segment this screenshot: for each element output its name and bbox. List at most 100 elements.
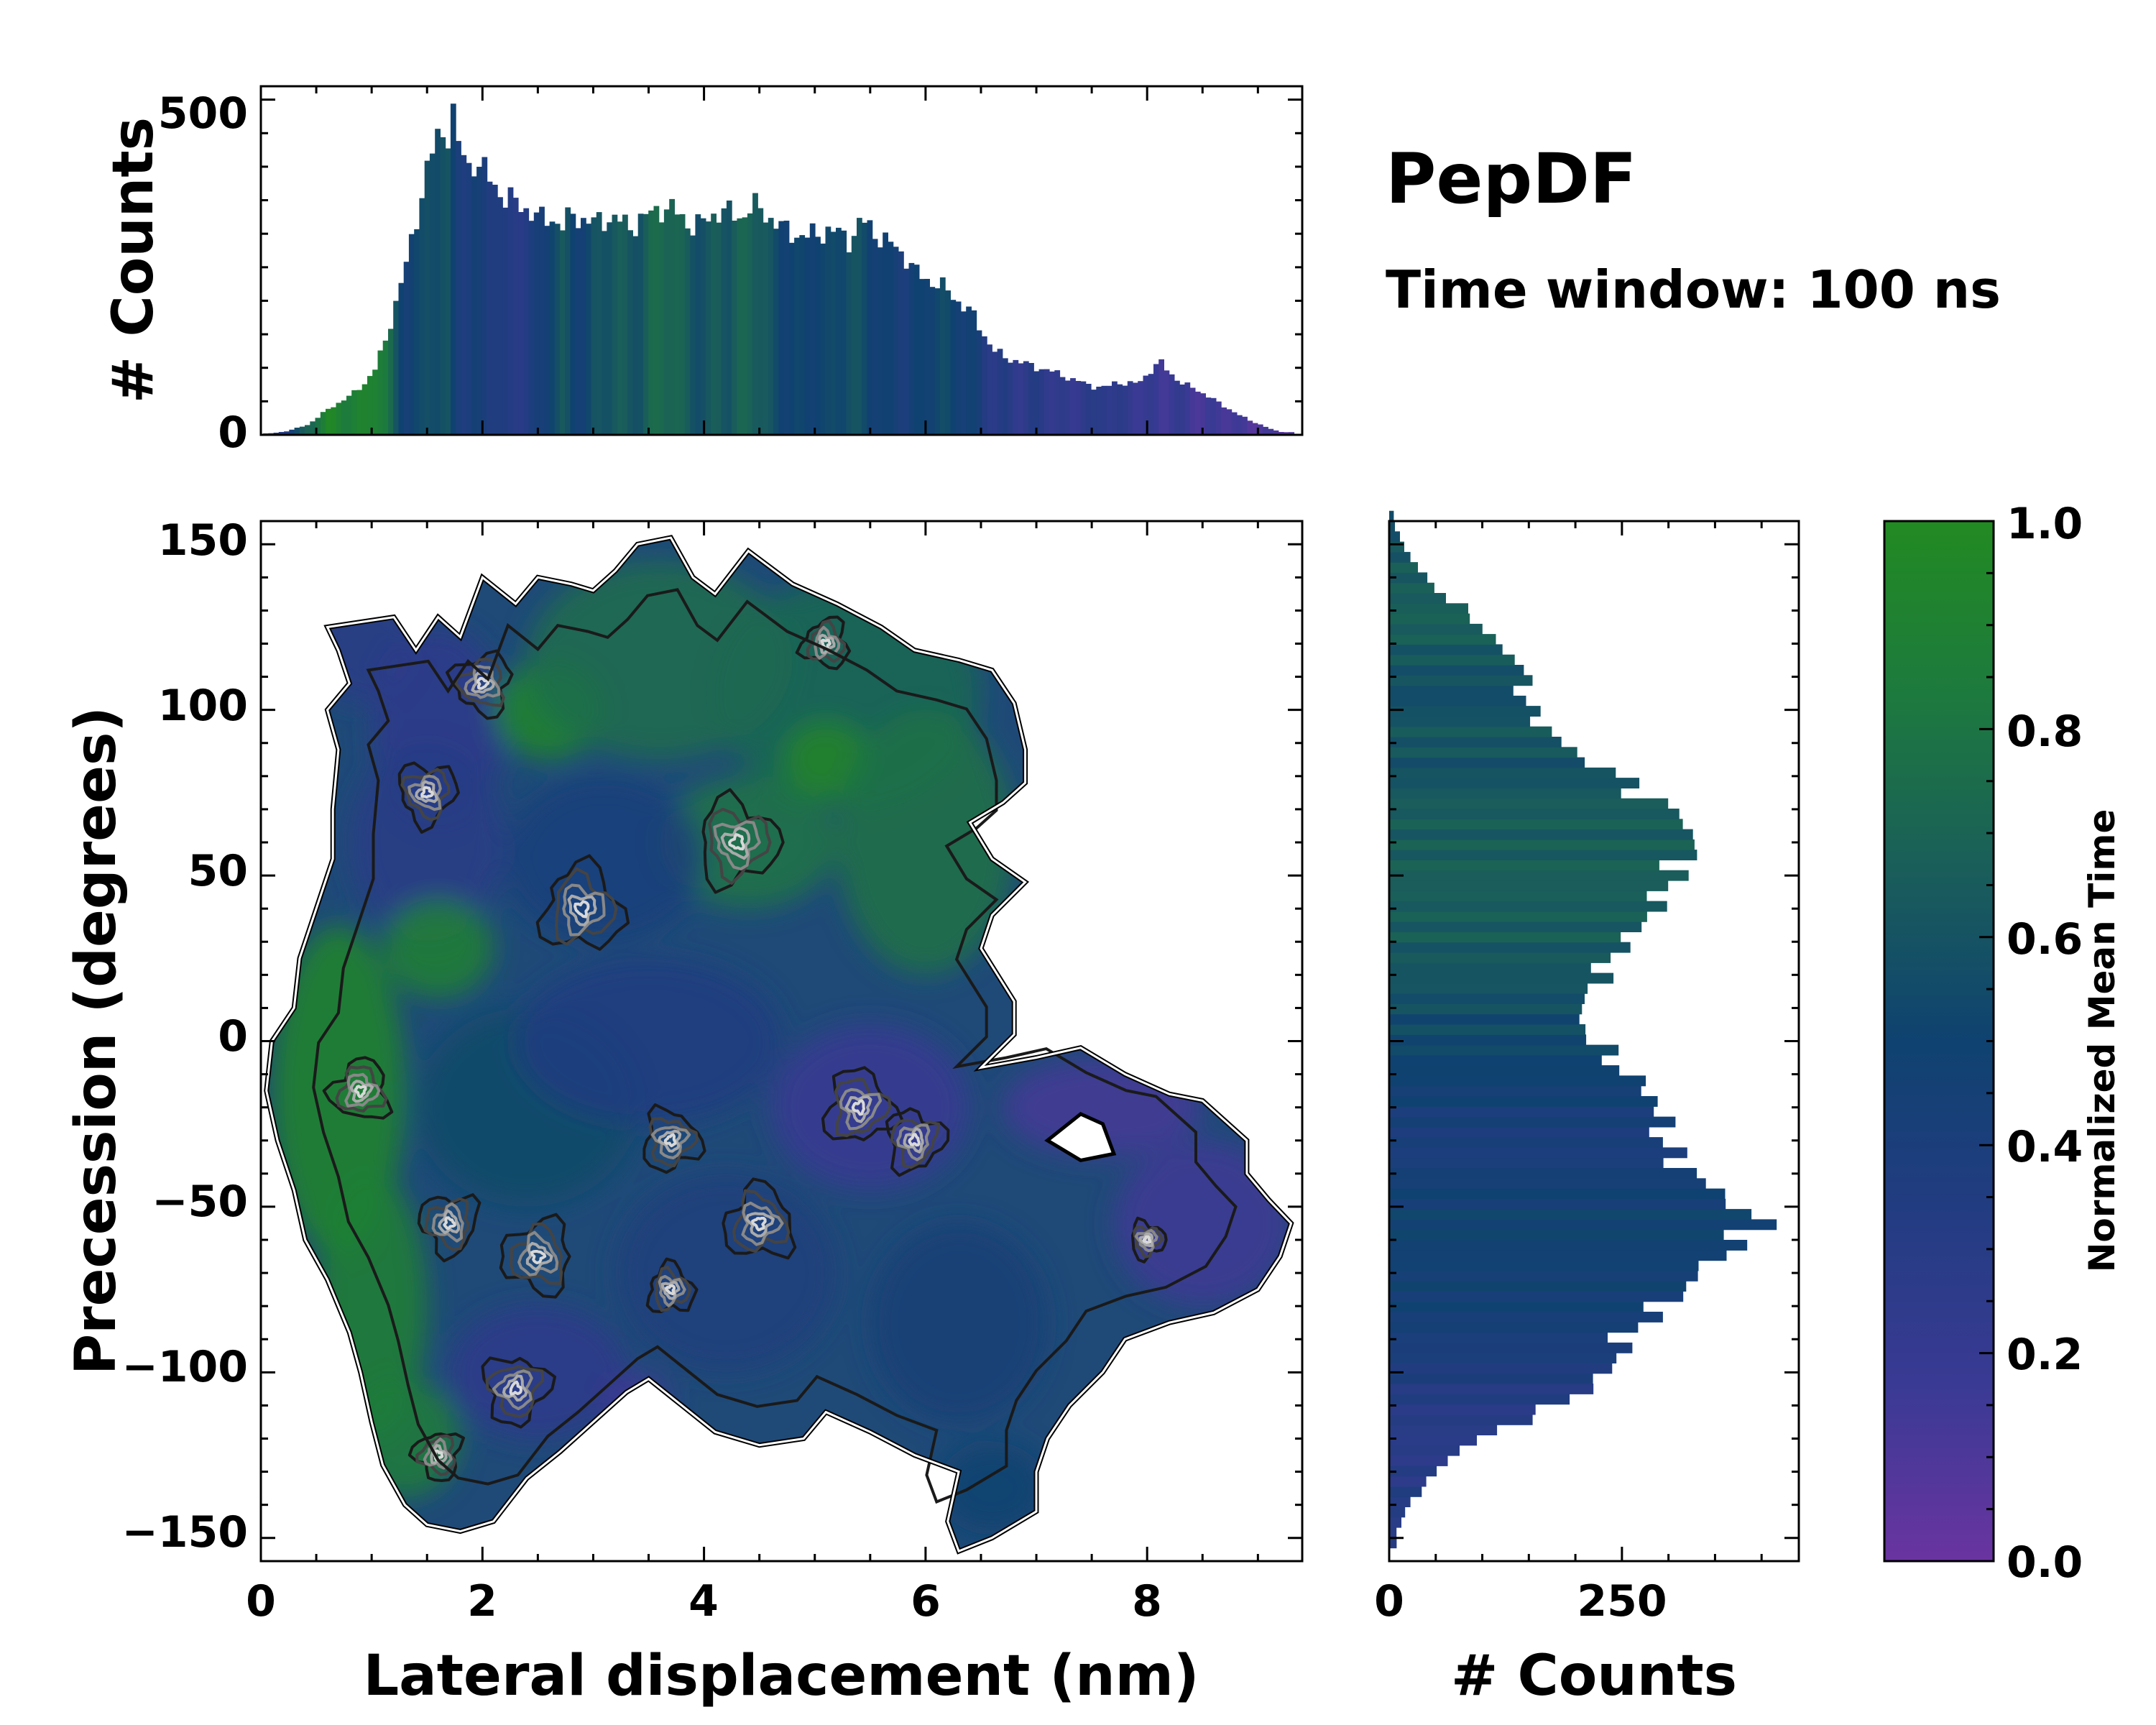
top-ytick-label-500: 500 bbox=[158, 88, 248, 139]
top-histogram-bar-180 bbox=[1200, 393, 1206, 435]
top-histogram-bar-157 bbox=[1080, 381, 1087, 435]
top-histogram-bar-168 bbox=[1138, 381, 1143, 435]
density-contour-0-3 bbox=[567, 894, 597, 926]
density-hole bbox=[1044, 1111, 1117, 1163]
right-histogram-bar-90 bbox=[1389, 613, 1470, 625]
right-histogram-bar-37 bbox=[1389, 1157, 1664, 1169]
top-histogram-bar-12 bbox=[326, 408, 331, 435]
top-histogram-bar-134 bbox=[960, 311, 967, 435]
right-histogram-xlabel: # Counts bbox=[1451, 1644, 1737, 1708]
density-contour-1-2 bbox=[713, 820, 761, 870]
xaxis-title: Lateral displacement (nm) bbox=[363, 1644, 1199, 1708]
top-histogram-bar-9 bbox=[310, 421, 316, 435]
right-histogram-bar-5 bbox=[1389, 1486, 1422, 1497]
density-contour-6-3 bbox=[903, 1127, 924, 1154]
top-histogram-bar-109 bbox=[830, 231, 837, 435]
top-histogram-bar-153 bbox=[1059, 377, 1066, 435]
right-histogram-bar-92 bbox=[1389, 593, 1446, 604]
top-histogram-bar-54 bbox=[544, 226, 550, 435]
top-histogram-bar-103 bbox=[799, 235, 806, 435]
right-histogram-bar-58 bbox=[1389, 942, 1631, 953]
top-histogram-bar-91 bbox=[737, 218, 743, 435]
density-contour-11-4 bbox=[509, 1380, 522, 1396]
right-histogram-bar-13 bbox=[1389, 1404, 1536, 1415]
right-histogram-bar-64 bbox=[1389, 880, 1669, 891]
right-histogram-bar-14 bbox=[1389, 1394, 1570, 1405]
top-histogram-bar-70 bbox=[627, 230, 633, 435]
top-histogram-bar-76 bbox=[658, 222, 665, 435]
right-histogram-bar-74 bbox=[1389, 778, 1640, 788]
top-histogram-bar-177 bbox=[1184, 382, 1191, 435]
right-histogram-bar-79 bbox=[1389, 726, 1552, 737]
right-histogram-bar-25 bbox=[1389, 1281, 1687, 1292]
top-histogram-bar-13 bbox=[331, 407, 337, 435]
right-histogram-bar-38 bbox=[1389, 1147, 1687, 1159]
top-histogram-bar-162 bbox=[1106, 385, 1112, 435]
right-histogram-bar-60 bbox=[1389, 921, 1642, 932]
density-contour-10-0 bbox=[642, 1103, 706, 1174]
right-histogram-bar-71 bbox=[1389, 809, 1680, 819]
top-histogram-bar-85 bbox=[705, 221, 711, 435]
top-histogram-bar-152 bbox=[1054, 370, 1061, 435]
density-contour-12-0 bbox=[407, 1432, 465, 1482]
top-histogram-bar-126 bbox=[919, 279, 925, 435]
right-histogram-bar-72 bbox=[1389, 798, 1669, 809]
top-histogram-bar-66 bbox=[607, 222, 613, 435]
right-histogram-bar-66 bbox=[1389, 860, 1659, 871]
top-histogram-bar-57 bbox=[560, 230, 566, 435]
right-histogram-bar-36 bbox=[1389, 1168, 1697, 1179]
top-histogram-bar-20 bbox=[367, 376, 373, 435]
top-histogram-bar-189 bbox=[1247, 420, 1253, 435]
top-histogram-bar-38 bbox=[461, 155, 467, 436]
top-histogram-bar-144 bbox=[1013, 359, 1019, 435]
density-contour-7-0 bbox=[417, 1193, 482, 1263]
top-histogram-bar-193 bbox=[1268, 428, 1274, 435]
top-histogram-bar-196 bbox=[1284, 432, 1289, 435]
top-histogram-bar-53 bbox=[539, 206, 545, 435]
right-histogram-bar-46 bbox=[1389, 1065, 1620, 1076]
density-contour-7-2 bbox=[431, 1202, 464, 1243]
right-histogram-bar-89 bbox=[1389, 623, 1483, 635]
top-histogram-bar-108 bbox=[825, 226, 831, 435]
top-histogram-bar-178 bbox=[1189, 387, 1196, 435]
density-contour-1-3 bbox=[720, 827, 751, 860]
top-histogram-bar-138 bbox=[981, 336, 987, 435]
top-histogram-bar-42 bbox=[482, 157, 488, 435]
top-histogram-bar-95 bbox=[757, 208, 764, 435]
top-histogram-bar-110 bbox=[836, 227, 842, 435]
right-histogram-bar-29 bbox=[1389, 1240, 1748, 1251]
right-histogram-bar-69 bbox=[1389, 829, 1693, 840]
top-histogram-bar-145 bbox=[1018, 363, 1024, 435]
top-histogram-bar-48 bbox=[512, 198, 519, 435]
top-histogram-bar-28 bbox=[408, 234, 415, 435]
right-histogram-bar-70 bbox=[1389, 819, 1683, 830]
top-histogram-bar-3 bbox=[278, 432, 285, 435]
right-histogram-bar-98 bbox=[1389, 531, 1400, 543]
right-histogram-bar-99 bbox=[1389, 521, 1395, 532]
right-histogram-bar-22 bbox=[1389, 1312, 1663, 1322]
density-contour-10-4 bbox=[663, 1133, 677, 1148]
right-histogram-bar-1 bbox=[1389, 1527, 1397, 1538]
colorbar-label: Normalized Mean Time bbox=[2081, 809, 2123, 1273]
right-histogram-bar-16 bbox=[1389, 1373, 1593, 1384]
density-contour-13-4 bbox=[820, 638, 831, 650]
top-histogram-bar-63 bbox=[591, 217, 597, 435]
density-contour-4-1 bbox=[335, 1065, 388, 1113]
top-histogram-bar-190 bbox=[1252, 423, 1258, 435]
density-contour-0-2 bbox=[562, 883, 606, 937]
top-histogram-bar-170 bbox=[1148, 374, 1154, 435]
top-histogram-bar-127 bbox=[924, 279, 930, 435]
mean-time-patch-6 bbox=[837, 709, 1015, 975]
top-histogram-bar-16 bbox=[346, 395, 352, 435]
density-contour-13-0 bbox=[795, 615, 852, 671]
colorbar-gradient bbox=[1883, 520, 1995, 1563]
right-histogram-bar-15 bbox=[1389, 1384, 1594, 1394]
right-histogram-bars bbox=[1389, 510, 1777, 1549]
ytick-label-100: 100 bbox=[158, 681, 248, 731]
right-histogram-bar-23 bbox=[1389, 1301, 1644, 1312]
right-histogram-panel: 0 250 # Counts bbox=[1374, 510, 1800, 1708]
top-histogram-bar-188 bbox=[1242, 416, 1248, 435]
top-histogram-bar-24 bbox=[388, 328, 394, 435]
top-histogram-bar-175 bbox=[1174, 380, 1180, 435]
mean-time-patch-20 bbox=[615, 1173, 837, 1373]
